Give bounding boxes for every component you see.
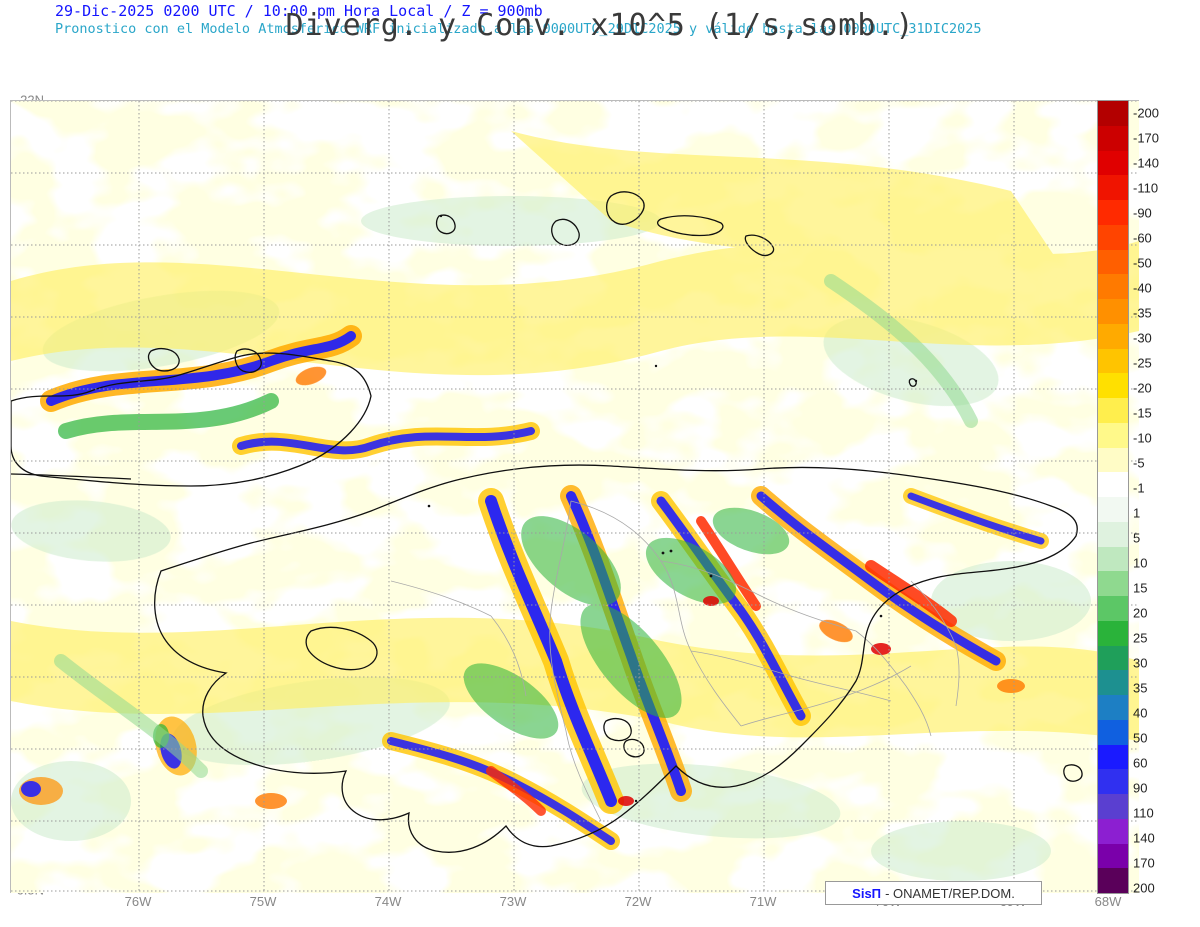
cb-seg-25 (1098, 349, 1128, 374)
x-tick-8: 68W (1095, 894, 1122, 909)
cb-seg-neg140 (1098, 819, 1128, 844)
cb-seg-90 (1098, 200, 1128, 225)
chart-title: Diverg. y Conv. x10^5 (1/s,somb.) (0, 8, 1200, 43)
cb-label-neg110: 110 (1133, 806, 1154, 821)
cb-seg-neg25 (1098, 621, 1128, 646)
cb-label-25: -25 (1133, 356, 1152, 371)
header-block: Diverg. y Conv. x10^5 (1/s,somb.) (0, 8, 1200, 43)
cb-label-170: -170 (1133, 131, 1159, 146)
x-tick-3: 73W (500, 894, 527, 909)
cb-label-neg90: 90 (1133, 781, 1147, 796)
cb-seg-110 (1098, 175, 1128, 200)
cb-seg-neg60 (1098, 745, 1128, 770)
cb-label-10: -10 (1133, 431, 1152, 446)
cb-seg-neg50 (1098, 720, 1128, 745)
brand-watermark: SisΠ - ONAMET/REP.DOM. (825, 881, 1042, 905)
cb-label-neg1: 1 (1133, 506, 1140, 521)
cb-label-50: -50 (1133, 256, 1152, 271)
x-tick-2: 74W (375, 894, 402, 909)
cb-seg-neg10 (1098, 547, 1128, 572)
map-container[interactable] (10, 100, 1139, 893)
cb-seg-140 (1098, 151, 1128, 176)
x-tick-1: 75W (250, 894, 277, 909)
x-tick-0: 76W (125, 894, 152, 909)
cb-label-140: -140 (1133, 156, 1159, 171)
cb-seg-neg30 (1098, 646, 1128, 671)
cb-seg-neg40 (1098, 695, 1128, 720)
cb-seg-neg110 (1098, 794, 1128, 819)
cb-label-1: -1 (1133, 481, 1145, 496)
cb-seg-10 (1098, 423, 1128, 448)
cb-seg-5 (1098, 448, 1128, 473)
cb-seg-50 (1098, 250, 1128, 275)
x-tick-5: 71W (750, 894, 777, 909)
cb-seg-200 (1098, 101, 1128, 126)
cb-seg-neg20 (1098, 596, 1128, 621)
cb-label-neg200: 200 (1133, 881, 1155, 896)
brand-rest-label: - ONAMET/REP.DOM. (885, 886, 1015, 901)
cb-seg-15 (1098, 398, 1128, 423)
cb-seg-neg35 (1098, 670, 1128, 695)
cb-seg-neg1 (1098, 497, 1128, 522)
cb-seg-neg170 (1098, 844, 1128, 869)
cb-seg-20 (1098, 373, 1128, 398)
cb-label-20: -20 (1133, 381, 1152, 396)
cb-label-15: -15 (1133, 406, 1152, 421)
cb-seg-35 (1098, 299, 1128, 324)
cb-seg-60 (1098, 225, 1128, 250)
cb-label-35: -35 (1133, 306, 1152, 321)
cb-label-neg60: 60 (1133, 756, 1147, 771)
cb-label-neg10: 10 (1133, 556, 1147, 571)
cb-seg-170 (1098, 126, 1128, 151)
cb-label-90: -90 (1133, 206, 1152, 221)
cb-label-neg35: 35 (1133, 681, 1147, 696)
cb-label-neg170: 170 (1133, 856, 1155, 871)
cb-label-neg5: 5 (1133, 531, 1140, 546)
cb-label-neg140: 140 (1133, 831, 1155, 846)
cb-seg-neg90 (1098, 769, 1128, 794)
cb-seg-1 (1098, 472, 1128, 497)
cb-label-neg25: 25 (1133, 631, 1147, 646)
cb-label-30: -30 (1133, 331, 1152, 346)
cb-label-200: -200 (1133, 106, 1159, 121)
cb-label-neg15: 15 (1133, 581, 1147, 596)
cb-label-40: -40 (1133, 281, 1152, 296)
colorbar-gradient (1097, 100, 1129, 894)
brand-sis-label: SisΠ (852, 886, 881, 901)
cb-seg-neg15 (1098, 571, 1128, 596)
cb-label-110: -110 (1133, 181, 1158, 196)
cb-seg-neg5 (1098, 522, 1128, 547)
cb-label-5: -5 (1133, 456, 1145, 471)
cb-seg-neg200 (1098, 868, 1128, 893)
cb-label-neg20: 20 (1133, 606, 1147, 621)
x-tick-4: 72W (625, 894, 652, 909)
cb-label-neg50: 50 (1133, 731, 1147, 746)
cb-seg-30 (1098, 324, 1128, 349)
divergence-convergence-map[interactable] (11, 101, 1139, 893)
app-root: { "header": { "title": "Diverg. y Conv. … (0, 2, 1200, 927)
colorbar-container[interactable]: -200 -170 -140 -110 -90 -60 -50 -40 -35 … (1097, 100, 1192, 892)
cb-label-neg30: 30 (1133, 656, 1147, 671)
cb-label-neg40: 40 (1133, 706, 1147, 721)
cb-seg-40 (1098, 274, 1128, 299)
cb-label-60: -60 (1133, 231, 1152, 246)
